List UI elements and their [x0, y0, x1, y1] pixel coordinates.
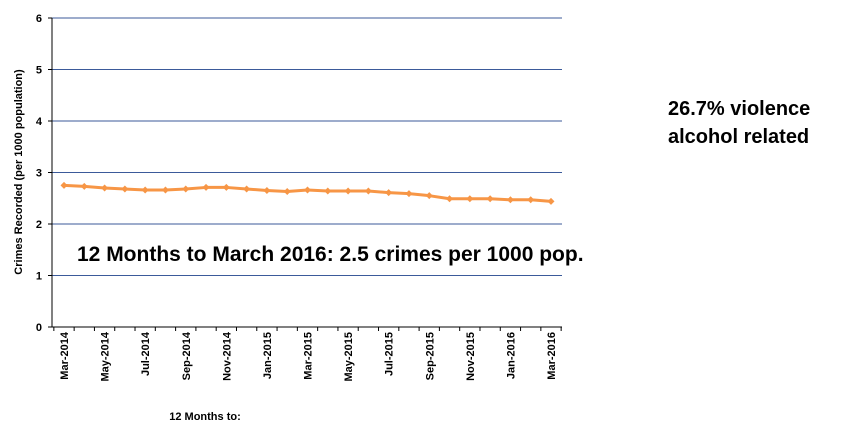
data-point	[243, 185, 251, 193]
x-tick-label: Nov-2015	[465, 332, 477, 381]
data-point	[446, 195, 454, 203]
data-point	[527, 196, 535, 204]
x-tick-label: Sep-2014	[181, 331, 193, 380]
data-point	[304, 186, 311, 194]
data-point	[425, 192, 433, 200]
y-tick-label: 4	[36, 116, 43, 128]
data-point	[466, 195, 474, 203]
x-tick-label: Jul-2014	[140, 331, 152, 376]
y-tick-label: 0	[36, 322, 42, 334]
annotation-main: 12 Months to March 2016: 2.5 crimes per …	[77, 243, 584, 266]
data-point	[385, 189, 393, 197]
series-line-group	[60, 181, 555, 205]
gridlines	[52, 17, 562, 276]
data-point	[506, 196, 514, 204]
x-tick-label: May-2015	[343, 332, 355, 382]
data-point	[283, 188, 291, 196]
data-point	[161, 186, 169, 194]
data-point	[60, 181, 68, 189]
x-tick-label: Mar-2016	[546, 332, 558, 380]
data-point	[182, 185, 190, 193]
x-tick-label: May-2014	[100, 331, 112, 381]
x-tick-label: Nov-2014	[221, 331, 233, 381]
data-point	[222, 183, 230, 191]
x-tick-label: Jan-2015	[262, 332, 274, 379]
data-point	[141, 186, 149, 194]
x-tick-label: Jan-2016	[505, 332, 517, 379]
annotation-side: 26.7% violence alcohol related	[668, 95, 863, 151]
data-point	[202, 183, 210, 191]
x-tick-label: Mar-2015	[303, 332, 315, 380]
y-tick-label: 6	[36, 13, 42, 25]
x-axis-label: 12 Months to:	[169, 411, 241, 423]
x-tick-label: Sep-2015	[424, 332, 436, 380]
x-tick-label: Jul-2015	[384, 332, 396, 376]
x-tick-label: Mar-2014	[59, 331, 71, 380]
data-point	[405, 190, 413, 198]
y-tick-label: 2	[36, 219, 42, 231]
data-point	[101, 184, 109, 192]
y-tick-label: 5	[36, 65, 42, 77]
data-point	[324, 187, 332, 195]
y-tick-label: 3	[36, 168, 42, 180]
data-point	[121, 185, 129, 193]
data-point	[344, 187, 352, 195]
annotation-side-line2: alcohol related	[668, 126, 810, 148]
data-point	[80, 182, 88, 190]
annotation-side-line1: 26.7% violence	[668, 98, 811, 120]
y-axis-label: Crimes Recorded (per 1000 population)	[13, 69, 25, 275]
y-tick-label: 1	[36, 271, 42, 283]
data-point	[364, 187, 372, 195]
data-point	[547, 197, 555, 205]
data-point	[486, 195, 494, 203]
data-point	[263, 187, 271, 195]
x-axis-ticks: Mar-2014 May-2014 Jul-2014 Sep-2014 Nov-2014…	[53, 327, 562, 382]
y-axis-ticks: 0 1 2 3 4 5 6	[36, 13, 52, 334]
